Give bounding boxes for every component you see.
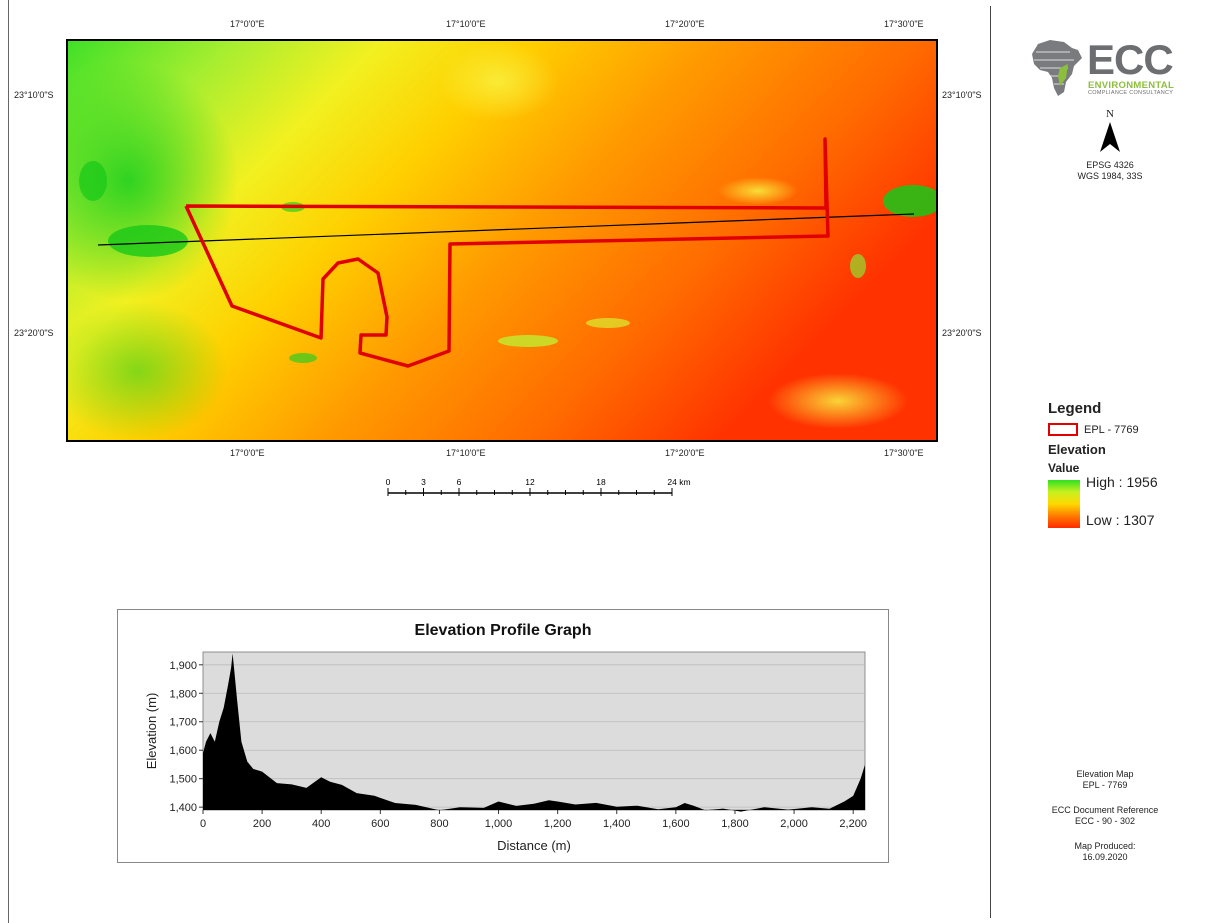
boundary-swatch [1048,423,1078,436]
x-tick-label-8: 1,600 [662,818,690,830]
x-tick-label-6: 1,200 [544,818,572,830]
y-tick-label-1: 1,500 [169,774,197,786]
plateau-southeast [768,373,908,429]
graph-title: Elevation Profile Graph [414,622,592,639]
lon-label-top-2: 17°10'0"E [446,19,486,29]
frame-divider [990,6,991,918]
ecc-logo: ECC ENVIRONMENTAL COMPLIANCE CONSULTANCY [1030,36,1190,106]
plot-background [202,651,866,811]
africa-map-icon [1032,40,1082,96]
plateau-north [438,41,558,121]
ramp-low-label: Low : 1307 [1086,512,1155,528]
lat-label-right-1: 23°10'0"S [942,90,982,100]
projection-datum: WGS 1984, 33S [1077,171,1143,181]
x-tick-label-1: 200 [253,818,271,830]
x-tick-label-3: 600 [371,818,389,830]
scale-tick-3: 3 [421,477,426,487]
ridge-west [108,225,188,257]
legend-title: Legend [1048,400,1102,417]
ridge-south [498,335,558,347]
scale-bar-graphic [387,488,673,496]
frame-left-border [8,0,9,923]
logo-line1: ENVIRONMENTAL [1088,80,1175,91]
lat-label-left-1: 23°10'0"S [14,90,54,100]
legend: Legend EPL - 7769 Elevation Value High :… [1048,400,1198,530]
scale-tick-24: 24 km [667,477,690,487]
profile-line [97,213,915,246]
ridge-northwest [79,161,107,201]
x-tick-label-11: 2,200 [839,818,867,830]
scale-tick-0: 0 [386,477,391,487]
y-tick-label-2: 1,600 [169,745,197,757]
legend-boundary-row: EPL - 7769 [1048,423,1198,436]
produced-date: 16.09.2020 [1082,852,1128,862]
map-title: Elevation Map [1076,769,1134,779]
hill-northeast [883,185,936,217]
y-tick-label-3: 1,700 [169,717,197,729]
y-ticks: 1,400 1,500 1,600 1,700 1,800 1,900 [169,660,203,814]
produced-label: Map Produced: [1074,841,1136,851]
scale-tick-18: 18 [596,477,606,487]
elevation-raster [68,41,936,440]
x-tick-label-0: 0 [200,818,206,830]
x-tick-label-7: 1,400 [603,818,631,830]
doc-ref-value: ECC - 90 - 302 [1074,816,1136,826]
plateau-northeast [718,177,798,205]
y-tick-label-4: 1,800 [169,688,197,700]
elevation-map[interactable] [66,39,938,442]
highland-southwest [68,301,228,440]
x-tick-label-4: 800 [430,818,448,830]
projection-info: EPSG 4326 WGS 1984, 33S [1050,160,1170,182]
lon-label-bottom-1: 17°0'0"E [230,448,265,458]
projection-epsg: EPSG 4326 [1086,160,1134,170]
profile-area [203,653,865,812]
value-label: Value [1048,461,1080,475]
logo-wordmark: ECC [1087,36,1174,83]
north-label: N [1106,108,1114,120]
hill-east [850,254,866,278]
x-ticks: 0 200 400 600 800 1,000 1,200 1,400 1,600 1,800 2,… [200,810,867,830]
title-block: Elevation Map EPL - 7769 ECC Document Re… [1030,769,1180,863]
doc-ref-label: ECC Document Reference [1051,805,1159,815]
epl-7769-boundary [184,137,830,368]
north-arrow: N [1098,108,1122,158]
north-arrow-icon [1100,122,1120,152]
lon-label-bottom-4: 17°30'0"E [884,448,924,458]
x-axis-label: Distance (m) [497,838,571,853]
x-tick-label-10: 2,000 [780,818,808,830]
lon-label-bottom-2: 17°10'0"E [446,448,486,458]
y-tick-label-0: 1,400 [169,802,197,814]
elevation-color-ramp [1048,480,1080,528]
lon-label-top-4: 17°30'0"E [884,19,924,29]
lon-label-top-3: 17°20'0"E [665,19,705,29]
boundary-label: EPL - 7769 [1084,423,1139,436]
color-ramp-block: High : 1956 Low : 1307 [1048,474,1198,530]
lat-label-left-2: 23°20'0"S [14,328,54,338]
x-tick-label-9: 1,800 [721,818,749,830]
lon-label-top-1: 17°0'0"E [230,19,265,29]
logo-line2: COMPLIANCE CONSULTANCY [1088,90,1174,96]
x-tick-label-2: 400 [312,818,330,830]
scale-tick-12: 12 [525,477,535,487]
y-axis-label: Elevation (m) [144,693,159,770]
hill-southwest [289,353,317,363]
lon-label-bottom-3: 17°20'0"E [665,448,705,458]
elevation-title: Elevation [1048,442,1106,457]
profile-chart: 0 200 400 600 800 1,000 1,200 1,400 1,600 1,800 2,… [144,651,867,853]
scale-bar: 0 3 6 12 18 24 km [380,475,691,503]
ramp-high-label: High : 1956 [1086,474,1158,490]
x-tick-label-5: 1,000 [485,818,513,830]
ridge-south-2 [586,318,630,328]
elevation-profile-graph: Elevation Profile Graph 0 200 400 600 800 1,0… [117,609,889,863]
y-tick-label-5: 1,900 [169,660,197,672]
map-subtitle: EPL - 7769 [1082,780,1128,790]
scale-tick-6: 6 [457,477,462,487]
lat-label-right-2: 23°20'0"S [942,328,982,338]
